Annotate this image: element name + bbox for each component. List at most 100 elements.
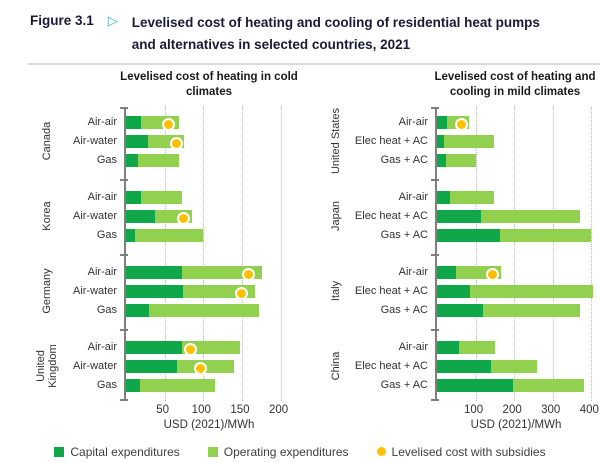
panel-mild-climates: Levelised cost of heating and cooling in… <box>323 67 600 431</box>
country-group: Canada <box>34 113 60 170</box>
country-label: China <box>329 351 342 381</box>
chart-legend: Capital expenditures Operating expenditu… <box>0 445 600 459</box>
row-label-group: Air-air Air-water Gas <box>60 188 124 245</box>
gridline <box>552 106 554 401</box>
opex-segment <box>141 190 182 204</box>
opex-segment <box>449 190 495 204</box>
stacked-bar <box>437 359 538 373</box>
subsidy-dot <box>162 117 175 131</box>
opex-segment <box>469 284 594 298</box>
opex-segment <box>137 153 179 167</box>
axis-tick <box>431 253 439 256</box>
country-group: Korea <box>34 188 60 245</box>
row-label: Gas + AC <box>380 153 428 166</box>
row-label-group: Air-air Air-water Gas <box>60 338 124 395</box>
plot-area <box>431 106 599 401</box>
stacked-bar <box>437 209 580 223</box>
stacked-bar <box>126 303 259 317</box>
capex-segment <box>437 115 447 129</box>
row-label: Gas + AC <box>380 228 428 241</box>
subsidy-dot <box>177 211 191 225</box>
x-tick-label: 200 <box>502 403 522 416</box>
country-label: Italy <box>329 280 342 302</box>
opex-segment <box>444 134 495 148</box>
x-axis-label-mild: USD (2021)/MWh <box>470 418 562 431</box>
panel-title-cold: Levelised cost of heating in cold climat… <box>120 70 298 99</box>
row-label: Air-air <box>87 190 117 203</box>
plot-area <box>120 106 296 401</box>
x-tick-label: 300 <box>541 403 561 416</box>
bar-chart-cold-climates: Canada Korea Germany United Kingdom Air-air A… <box>34 106 309 401</box>
gridline <box>514 106 516 401</box>
legend-item-operating-expenditures: Operating expenditures <box>207 444 349 459</box>
axis-tick <box>431 398 439 401</box>
row-label: Air-water <box>72 134 117 147</box>
row-label: Elec heat + AC <box>354 209 428 222</box>
axis-tick <box>431 178 439 181</box>
opex-segment <box>134 228 203 242</box>
country-group: United States <box>323 108 349 174</box>
stacked-bar <box>437 153 476 167</box>
row-label-group: Air-air Elec heat + AC Gas + AC <box>349 113 435 170</box>
stacked-bar <box>437 303 580 317</box>
row-label: Air-water <box>72 359 117 372</box>
x-tick-label: 150 <box>230 403 250 416</box>
row-label-column: Air-air Elec heat + AC Gas + AC Air-air Elec… <box>349 107 435 401</box>
gridline <box>475 106 477 401</box>
opex-segment <box>481 209 580 223</box>
capex-segment <box>126 228 135 242</box>
row-label: Gas <box>96 228 117 241</box>
row-label: Air-air <box>398 265 428 278</box>
capex-segment <box>437 134 445 148</box>
axis-tick <box>431 328 439 331</box>
figure-title-line2: and alternatives in selected countries, … <box>131 37 411 53</box>
row-label-group: Air-air Air-water Gas <box>60 113 124 170</box>
country-group: Germany <box>34 263 60 320</box>
capex-segment <box>126 190 142 204</box>
panel-title-mild: Levelised cost of heating and cooling in… <box>434 70 596 99</box>
stacked-bar <box>437 340 495 354</box>
opex-segment <box>459 340 495 354</box>
capex-segment <box>437 153 447 167</box>
stacked-bar <box>126 340 240 354</box>
row-label: Air-air <box>87 265 117 278</box>
country-label: United Kingdom <box>34 344 59 388</box>
row-label: Air-air <box>87 340 117 353</box>
legend-label: Operating expenditures <box>223 444 349 459</box>
gridline <box>591 106 593 401</box>
subsidy-dot <box>455 117 469 131</box>
capex-segment <box>437 340 460 354</box>
x-axis-label-cold: USD (2021)/MWh <box>163 418 255 431</box>
gridline <box>164 106 166 401</box>
stacked-bar <box>437 284 594 298</box>
capex-segment <box>437 190 450 204</box>
stacked-bar <box>126 378 215 392</box>
country-label: Canada <box>40 121 53 161</box>
stacked-bar <box>126 228 203 242</box>
figure-label: Figure 3.1 <box>30 13 94 28</box>
capex-segment <box>126 303 150 317</box>
row-label-group: Air-air Elec heat + AC Gas + AC <box>349 338 435 395</box>
opex-segment <box>149 303 259 317</box>
stacked-bar <box>126 153 179 167</box>
country-group: Italy <box>323 263 349 320</box>
opex-segment <box>483 303 580 317</box>
axis-tick <box>120 253 128 256</box>
row-label: Gas <box>96 303 117 316</box>
x-tick-label: 400 <box>579 403 599 416</box>
gridline <box>203 106 205 401</box>
bar-chart-mild-climates: United States Japan Italy China Air-air Elec … <box>323 106 600 401</box>
country-label: Korea <box>40 201 53 231</box>
charts-row: Levelised cost of heating in cold climat… <box>0 67 600 431</box>
row-label: Elec heat + AC <box>354 284 428 297</box>
panel-cold-climates: Levelised cost of heating in cold climat… <box>34 67 309 431</box>
row-label: Air-water <box>72 284 117 297</box>
capex-segment <box>437 359 492 373</box>
stacked-bar <box>126 190 182 204</box>
x-tick-label: 100 <box>191 403 211 416</box>
row-label: Gas + AC <box>380 378 428 391</box>
stacked-bar <box>437 228 592 242</box>
subsidy-dot <box>234 286 248 300</box>
x-tick-label: 50 <box>156 403 170 416</box>
row-label-group: Air-air Elec heat + AC Gas + AC <box>349 263 435 320</box>
